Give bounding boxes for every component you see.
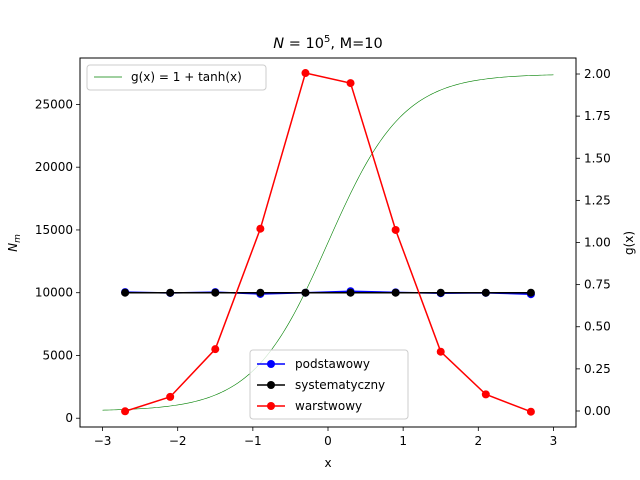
- y-tick-label: 20000: [35, 160, 73, 174]
- data-point-systematyczny: [121, 288, 130, 297]
- title-rest: , M=10: [330, 36, 382, 52]
- x-tick-label: −2: [169, 434, 187, 448]
- x-tick-label: −1: [244, 434, 262, 448]
- legend-marker-warstwowy: [267, 402, 275, 410]
- chart-title: N = 105, M=10: [273, 34, 382, 52]
- y2-tick-label: 1.75: [584, 109, 611, 123]
- y2-tick-label: 0.00: [584, 404, 611, 418]
- data-point-systematyczny: [436, 288, 445, 297]
- y-tick-label: 15000: [35, 223, 73, 237]
- data-point-systematyczny: [481, 288, 490, 297]
- y-tick-label: 25000: [35, 97, 73, 111]
- x-ticks: −3 −2 −1 0 1 2 3: [94, 427, 558, 448]
- curve-line: [102, 74, 554, 411]
- legend-marker-podstawowy: [267, 360, 275, 368]
- y2-tick-label: 0.75: [584, 278, 611, 292]
- legend-main: podstawowy systematyczny warstwowy: [249, 349, 409, 420]
- legend-curve: g(x) = 1 + tanh(x): [86, 64, 267, 91]
- data-point-systematyczny: [346, 288, 355, 297]
- data-point-warstwowy: [526, 407, 535, 416]
- x-tick-label: 3: [550, 434, 558, 448]
- legend-curve-label: g(x) = 1 + tanh(x): [131, 70, 242, 84]
- x-axis-label: x: [324, 456, 331, 470]
- title-exp: 5: [324, 34, 330, 45]
- title-eq: = 10: [284, 36, 324, 52]
- data-point-warstwowy: [166, 392, 175, 401]
- y-axis-label: Nm: [6, 234, 23, 252]
- y2-tick-label: 2.00: [584, 67, 611, 81]
- data-point-warstwowy: [256, 224, 265, 233]
- plot-frame: [79, 57, 577, 428]
- x-tick-label: −3: [94, 434, 112, 448]
- data-point-systematyczny: [256, 288, 265, 297]
- y2-tick-label: 1.50: [584, 151, 611, 165]
- x-tick-label: 2: [474, 434, 482, 448]
- series-line-warstwowy: [124, 72, 532, 413]
- x-tick-label: 0: [324, 434, 332, 448]
- y-tick-label: 10000: [35, 286, 73, 300]
- y2-ticks: 0.00 0.25 0.50 0.75 1.00 1.25 1.50 1.75 2.00: [576, 67, 611, 418]
- ylabel-n: N: [6, 243, 20, 252]
- y-tick-label: 5000: [42, 348, 73, 362]
- y-ticks: 0 5000 10000 15000 20000 25000: [35, 97, 80, 425]
- data-point-warstwowy: [301, 69, 310, 78]
- data-point-warstwowy: [481, 390, 490, 399]
- legend-label-warstwowy: warstwowy: [295, 399, 362, 413]
- legend-main-entries: podstawowy systematyczny warstwowy: [257, 357, 385, 413]
- legend-label-podstawowy: podstawowy: [295, 357, 370, 371]
- data-point-warstwowy: [391, 225, 400, 234]
- plot-content: [102, 69, 554, 416]
- y2-tick-label: 0.25: [584, 362, 611, 376]
- data-point-systematyczny: [301, 288, 310, 297]
- title-n: N: [273, 36, 284, 52]
- data-point-warstwowy: [211, 345, 220, 354]
- data-point-warstwowy: [436, 347, 445, 356]
- legend-curve-box: [86, 64, 267, 91]
- data-point-systematyczny: [391, 288, 400, 297]
- data-point-systematyczny: [166, 288, 175, 297]
- data-point-systematyczny: [526, 288, 535, 297]
- y2-axis-label: g(x): [622, 231, 636, 255]
- legend-main-box: [249, 349, 409, 420]
- y2-tick-label: 1.00: [584, 236, 611, 250]
- data-point-systematyczny: [211, 288, 220, 297]
- data-point-warstwowy: [121, 407, 130, 416]
- x-tick-label: 1: [399, 434, 407, 448]
- y2-tick-label: 0.50: [584, 320, 611, 334]
- y-tick-label: 0: [65, 411, 73, 425]
- legend-label-systematyczny: systematyczny: [295, 378, 385, 392]
- legend-marker-systematyczny: [267, 381, 275, 389]
- data-point-warstwowy: [346, 79, 355, 88]
- ylabel-sub: m: [13, 234, 23, 243]
- y2-tick-label: 1.25: [584, 193, 611, 207]
